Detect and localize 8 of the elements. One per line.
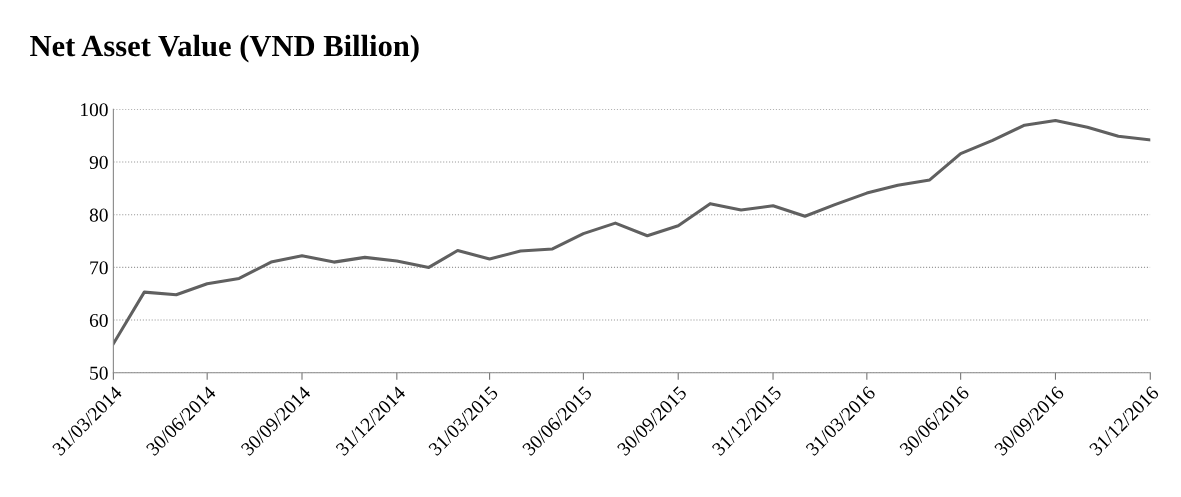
y-tick-label: 100 bbox=[81, 103, 108, 117]
line-series bbox=[113, 118, 1151, 346]
y-tick-label: 70 bbox=[90, 261, 108, 275]
y-tick-label: 60 bbox=[89, 313, 108, 328]
y-tick-label: 50 bbox=[90, 366, 108, 380]
y-tick-label: 80 bbox=[89, 208, 108, 222]
chart-title: Net Asset Value (VND Billion) bbox=[30, 34, 419, 63]
y-tick-label: 90 bbox=[89, 155, 108, 169]
